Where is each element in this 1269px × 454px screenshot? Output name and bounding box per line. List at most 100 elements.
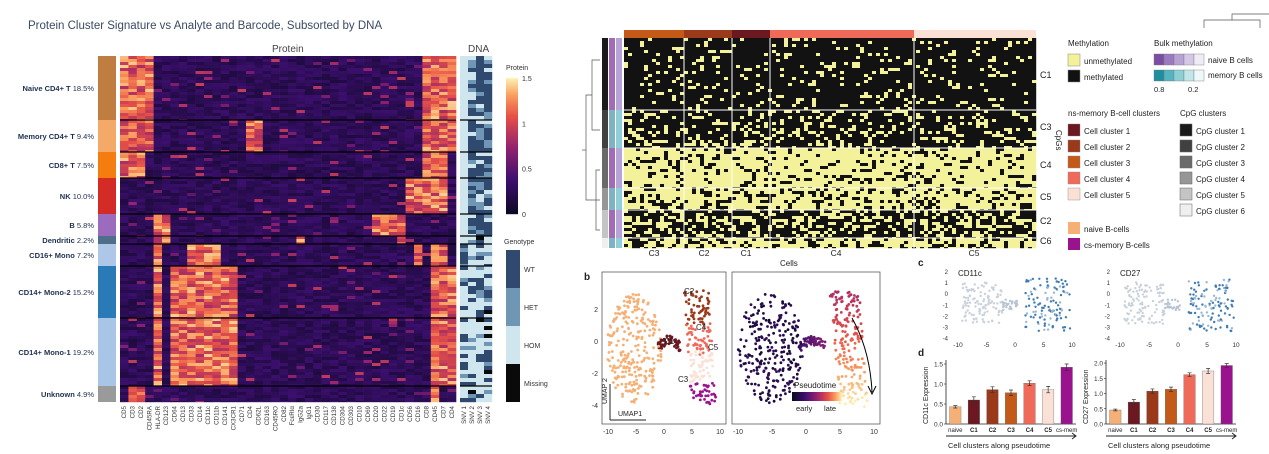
heatmap-cell [430, 65, 440, 69]
heatmap-cell [237, 333, 247, 337]
heatmap-cell [380, 269, 390, 273]
heatmap-cell [321, 135, 331, 139]
heatmap-cell [271, 161, 280, 165]
heatmap-cell [439, 120, 448, 124]
heatmap-cell [204, 59, 213, 63]
heatmap-cell [120, 330, 129, 334]
heatmap-cell [229, 65, 238, 69]
heatmap-cell [439, 311, 448, 315]
heatmap-cell [363, 226, 373, 230]
heatmap-cell [220, 305, 230, 309]
heatmap-cell [279, 384, 289, 387]
heatmap-cell [397, 236, 406, 240]
heatmap-cell [212, 126, 222, 130]
heatmap-cell [304, 92, 314, 96]
heatmap-cell [170, 259, 180, 263]
heatmap-cell [288, 176, 297, 179]
heatmap-cell [346, 161, 356, 165]
heatmap-cell [195, 290, 205, 294]
heatmap-cell [447, 101, 457, 105]
heatmap-cell [262, 244, 272, 248]
heatmap-cell [195, 269, 205, 273]
heatmap-cell [246, 208, 255, 212]
heatmap-cell [153, 339, 163, 343]
heatmap-cell [414, 220, 423, 224]
heatmap-cell [430, 324, 440, 328]
heatmap-cell [120, 244, 129, 248]
heatmap-cell [388, 144, 398, 148]
heatmap-cell [220, 83, 230, 87]
heatmap-cell [136, 77, 146, 81]
heatmap-cell [271, 389, 280, 393]
heatmap-cell [220, 59, 230, 63]
heatmap-cell [237, 107, 247, 111]
heatmap-cell [380, 375, 390, 379]
heatmap-cell [380, 366, 390, 370]
heatmap-cell [279, 395, 289, 399]
heatmap-cell [136, 389, 146, 393]
protein-label: CD33 [188, 405, 195, 421]
heatmap-cell [237, 113, 247, 117]
heatmap-cell [304, 173, 314, 177]
heatmap-cell [120, 211, 129, 215]
heatmap-cell [397, 311, 406, 315]
heatmap-cell [271, 220, 280, 224]
heatmap-cell [388, 135, 398, 139]
heatmap-cell [279, 360, 289, 364]
heatmap-cell [162, 113, 171, 117]
heatmap-cell [414, 275, 423, 279]
heatmap-cell [120, 401, 129, 403]
heatmap-cell [254, 83, 264, 87]
heatmap-cell [372, 305, 381, 309]
heatmap-cell [330, 155, 339, 159]
heatmap-cell [212, 302, 222, 306]
heatmap-cell [313, 214, 322, 218]
heatmap-cell [262, 104, 272, 108]
heatmap-cell [304, 342, 314, 346]
heatmap-cell [220, 284, 230, 288]
heatmap-cell [296, 95, 306, 99]
heatmap-cell [439, 398, 448, 402]
heatmap-cell [414, 187, 423, 191]
heatmap-cell [246, 321, 255, 325]
heatmap-cell [296, 217, 306, 221]
heatmap-cell [254, 202, 264, 206]
heatmap-cell [262, 256, 272, 260]
heatmap-cell [229, 314, 238, 318]
heatmap-cell [355, 167, 364, 171]
heatmap-cell [254, 220, 264, 224]
heatmap-cell [430, 113, 440, 117]
heatmap-cell [145, 199, 154, 203]
heatmap-cell [212, 71, 222, 75]
heatmap-cell [447, 269, 457, 273]
heatmap-cell [195, 199, 205, 203]
heatmap-cell [313, 378, 322, 382]
heatmap-cell [439, 262, 448, 266]
heatmap-cell [136, 293, 146, 297]
heatmap-cell [372, 158, 381, 162]
heatmap-cell [162, 342, 171, 346]
heatmap-cell [346, 56, 356, 60]
heatmap-cell [170, 360, 180, 364]
heatmap-cell [153, 290, 163, 294]
heatmap-cell [178, 256, 188, 260]
heatmap-cell [430, 141, 440, 145]
heatmap-cell [405, 293, 415, 297]
cluster-label: Memory CD4+ T 9.4% [18, 132, 94, 141]
heatmap-cell [145, 259, 154, 263]
heatmap-cell [178, 253, 188, 257]
dna-cell [468, 144, 477, 149]
heatmap-cell [162, 287, 171, 291]
heatmap-cell [405, 256, 415, 260]
heatmap-cell [262, 253, 272, 257]
heatmap-cell [405, 211, 415, 215]
heatmap-cell [204, 152, 213, 156]
heatmap-cell [237, 384, 247, 387]
heatmap-cell [363, 311, 373, 315]
heatmap-cell [128, 68, 138, 72]
heatmap-cell [296, 299, 306, 303]
heatmap-cell [271, 401, 280, 403]
heatmap-cell [220, 354, 230, 358]
heatmap-cell [271, 290, 280, 294]
dna-cell [484, 96, 493, 101]
